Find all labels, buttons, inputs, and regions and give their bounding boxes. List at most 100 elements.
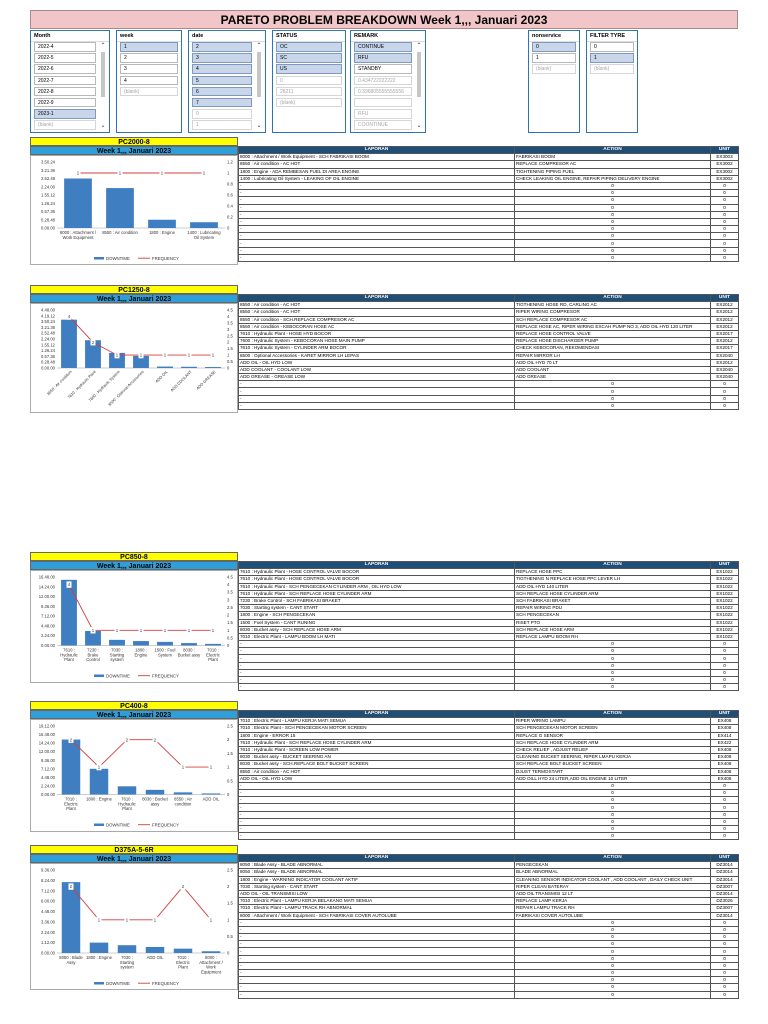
table-row[interactable]: 1400 : Lubricating Oil System - LEAKING … bbox=[238, 174, 739, 183]
slicer-item[interactable]: 2023-1 bbox=[34, 109, 96, 119]
table-row[interactable]: ADD OIL - OIL TRANSMISI LOW ADD OIL TRANS… bbox=[238, 889, 739, 899]
slicer-scrollbar[interactable]: ⌃ ⌄ bbox=[415, 42, 423, 130]
table-row[interactable]: ADD OIL - OIL HYD LOW ADD OIL HYD 70 LT EX… bbox=[238, 358, 739, 367]
slicer-item[interactable]: (blank) bbox=[120, 86, 178, 97]
slicer-item[interactable]: (blank) bbox=[590, 64, 634, 74]
slicer-scrollbar[interactable]: ⌃ ⌄ bbox=[99, 42, 107, 130]
slicer-item[interactable]: 2022-4 bbox=[34, 42, 96, 52]
slicer-item[interactable]: 2 bbox=[192, 42, 252, 52]
table-row[interactable]: 8000 : Attachment / Work Equipment - SCH… bbox=[238, 911, 739, 920]
table-row[interactable]: 7010 : Electric Plant - LAMPU KERJA BELA… bbox=[238, 897, 739, 906]
slicer-item[interactable]: 4 bbox=[192, 64, 252, 74]
table-row[interactable]: 7600 : Hydraulic System - KEBOCORAN HOSE… bbox=[238, 337, 739, 346]
table-row[interactable]: 7610 : Hydraulic Plant - HOSE CONTROL VA… bbox=[238, 568, 739, 577]
slicer-item[interactable]: COONTINUE bbox=[354, 120, 412, 130]
slicer-item[interactable]: 0 bbox=[532, 42, 576, 52]
table-row[interactable]: 7010 : Electric Plant - LAMPU BOOM LH MA… bbox=[238, 632, 739, 642]
slicer-item[interactable]: 1 bbox=[120, 42, 178, 52]
slicer-item[interactable]: RFU bbox=[354, 53, 412, 63]
slicer-item[interactable]: 2 bbox=[120, 53, 178, 63]
table-row[interactable]: 1500 : Fuel System - CANT RUNING RISET PT… bbox=[238, 618, 739, 627]
table-row[interactable]: 8030 : Bucket assy - SCH REPLACE HOSE AR… bbox=[238, 625, 739, 634]
slicer-item[interactable]: 1 bbox=[192, 120, 252, 130]
slicer-item[interactable]: SC bbox=[276, 53, 342, 63]
table-row[interactable]: 7610 : Hydraulic Plant - SCREEN LOW POWE… bbox=[238, 745, 739, 755]
slicer-scrollbar[interactable]: ⌃ ⌄ bbox=[255, 42, 263, 130]
slicer-item[interactable]: (blank) bbox=[532, 64, 576, 74]
slicer-item[interactable]: 0.396805555555556 bbox=[354, 86, 412, 97]
slicer-item[interactable]: 0.434722222222 bbox=[354, 75, 412, 86]
table-row[interactable]: 8550 : Air condition - SCH.REPLACE COMPR… bbox=[238, 315, 739, 324]
slicer-item[interactable]: CONTINUE bbox=[354, 42, 412, 52]
table-row[interactable]: 1800 : Engine - SCH PENGECEKAN SCH PENGEC… bbox=[238, 611, 739, 620]
slicer-item[interactable]: 7 bbox=[192, 97, 252, 108]
slicer-item[interactable]: (blank) bbox=[34, 120, 96, 130]
scroll-down-icon[interactable]: ⌄ bbox=[416, 123, 422, 129]
slicer-item[interactable]: 2022-6 bbox=[34, 64, 96, 74]
table-row[interactable]: 8550 : Air condition - AC HOT DJUST TERMO… bbox=[238, 767, 739, 776]
slicer-item[interactable]: 1 bbox=[590, 53, 634, 63]
slicer-item[interactable]: 28211 bbox=[276, 86, 342, 97]
table-row[interactable]: 8000 : Attachment / Work Equipment - SCH… bbox=[238, 153, 739, 162]
scroll-down-icon[interactable]: ⌄ bbox=[100, 123, 106, 129]
slicer-item[interactable]: 2022-8 bbox=[34, 86, 96, 97]
slicer-item[interactable]: STANDBY bbox=[354, 64, 412, 74]
table-row[interactable]: ADD OIL - OIL HYD LOW ADD OILL HYD 24 LIT… bbox=[238, 774, 739, 783]
scroll-thumb[interactable] bbox=[417, 52, 421, 97]
scroll-thumb[interactable] bbox=[101, 52, 105, 97]
slicer-item[interactable]: 6 bbox=[192, 86, 252, 97]
table-row[interactable]: 1800 : Engine - ERROR 15 REPLACE G SENSOR… bbox=[238, 731, 739, 740]
table-row[interactable]: 7610 : Hydraulic Plant - HOSE HYD BOCOR R… bbox=[238, 329, 739, 339]
table-row[interactable]: 8550 : Air condition - AC HOT REPLACE COM… bbox=[238, 160, 739, 169]
slicer-item[interactable]: 2022-7 bbox=[34, 75, 96, 86]
scroll-up-icon[interactable]: ⌃ bbox=[416, 43, 422, 49]
table-row[interactable]: ADD GREASE - GREASE LOW ADD GREASE EX2040 bbox=[238, 373, 739, 382]
slicer-item[interactable]: 2022-5 bbox=[34, 53, 96, 63]
slicer-item[interactable]: 3 bbox=[120, 64, 178, 74]
table-row[interactable]: 8550 : Air condition - KEBOCORAN HOSE AC… bbox=[238, 322, 739, 331]
slicer-item[interactable]: 4 bbox=[120, 75, 178, 86]
slicer-item[interactable]: (blank) bbox=[276, 97, 342, 108]
slicer-item[interactable] bbox=[354, 97, 412, 108]
table-row[interactable]: 7030 : Starting system - CANT START RIPER… bbox=[238, 882, 739, 891]
table-row[interactable]: 7610 : Hydraulic Plant - SCH REPLACE HOS… bbox=[238, 738, 739, 747]
table-row[interactable]: 7030 : Starting system - CANT START REPAI… bbox=[238, 604, 739, 613]
table-row[interactable]: 7610 : Hydraulic Plant - SCH REPLACE HOS… bbox=[238, 589, 739, 598]
slicer-item[interactable]: 0 bbox=[276, 75, 342, 86]
scroll-thumb[interactable] bbox=[257, 52, 261, 97]
table-row[interactable]: 7610 : Hydraulic System - CYLINDER ARM B… bbox=[238, 344, 739, 353]
slicer-item[interactable]: 5 bbox=[192, 75, 252, 86]
scroll-down-icon[interactable]: ⌄ bbox=[256, 123, 262, 129]
slicer-item[interactable]: OC bbox=[276, 42, 342, 52]
